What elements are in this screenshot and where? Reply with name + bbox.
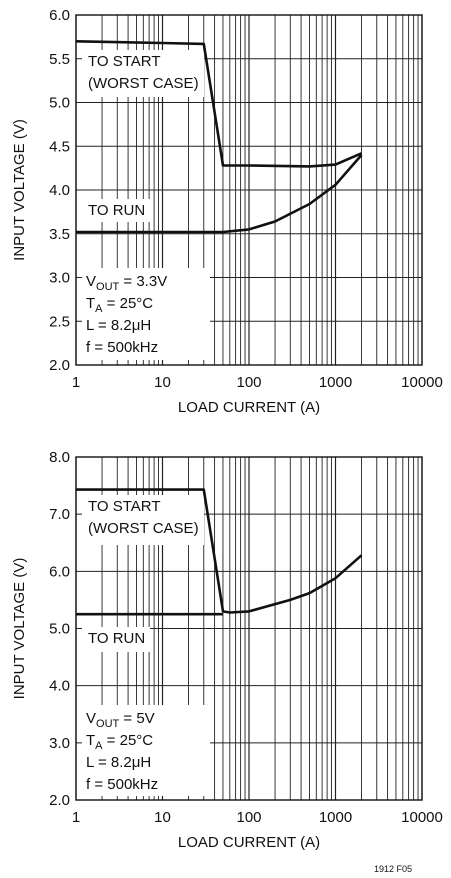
y-tick-label: 8.0: [49, 449, 70, 466]
condition-label: TA = 25°C: [86, 732, 153, 752]
condition-label: TA = 25°C: [86, 295, 153, 315]
x-tick-label: 10000: [401, 809, 443, 826]
x-tick-label: 100: [236, 809, 261, 826]
series-label-0: TO START: [88, 498, 161, 515]
x-axis-label: LOAD CURRENT (A): [178, 399, 320, 416]
series-label-1: TO RUN: [88, 202, 145, 219]
chart-top: TO START (WORST CASE) TO RUN 1 10 100 1000 1000…: [11, 7, 443, 416]
label-backdrop: [82, 495, 204, 545]
condition-label: f = 500kHz: [86, 776, 158, 793]
y-tick-label: 6.0: [49, 7, 70, 24]
x-tick-label: 1: [72, 809, 80, 826]
figure-footer: 1912 F05: [374, 864, 412, 874]
x-tick-label: 10000: [401, 374, 443, 391]
y-tick-label: 4.0: [49, 678, 70, 695]
x-tick-label: 100: [236, 374, 261, 391]
condition-label: VOUT = 5V: [86, 710, 155, 730]
y-tick-label: 5.0: [49, 95, 70, 112]
x-tick-label: 10: [154, 374, 171, 391]
series-label-1: TO RUN: [88, 630, 145, 647]
condition-label: L = 8.2μH: [86, 754, 151, 771]
label-backdrop: [82, 50, 204, 97]
x-tick-label: 1000: [319, 809, 352, 826]
x-tick-label: 1000: [319, 374, 352, 391]
y-tick-label: 2.0: [49, 357, 70, 374]
y-axis-label: INPUT VOLTAGE (V): [11, 558, 28, 700]
y-tick-label: 6.0: [49, 563, 70, 580]
annotation-backdrop: [82, 268, 210, 360]
series-label-0: TO START: [88, 53, 161, 70]
series-line-0: [75, 40, 363, 168]
series-label-0: (WORST CASE): [88, 520, 199, 537]
condition-label: f = 500kHz: [86, 339, 158, 356]
y-tick-label: 2.0: [49, 792, 70, 809]
y-tick-label: 3.5: [49, 226, 70, 243]
x-tick-label: 10: [154, 809, 171, 826]
series-label-0: (WORST CASE): [88, 75, 199, 92]
x-axis-label: LOAD CURRENT (A): [178, 834, 320, 851]
condition-label: L = 8.2μH: [86, 317, 151, 334]
label-backdrop: [82, 199, 150, 222]
x-tick-label: 1: [72, 374, 80, 391]
y-tick-label: 7.0: [49, 506, 70, 523]
plot-frame: [75, 14, 423, 366]
label-backdrop: [82, 627, 150, 652]
y-tick-label: 2.5: [49, 313, 70, 330]
y-tick-label: 5.0: [49, 621, 70, 638]
condition-label: VOUT = 3.3V: [86, 273, 167, 293]
annotation-backdrop: [82, 705, 210, 796]
y-tick-label: 4.5: [49, 138, 70, 155]
chart-bottom: TO START (WORST CASE) TO RUN 1 10 100 1000 1000…: [11, 449, 443, 851]
y-tick-label: 3.0: [49, 270, 70, 287]
series-line-1: [76, 154, 363, 234]
y-tick-label: 5.5: [49, 51, 70, 68]
y-tick-label: 3.0: [49, 735, 70, 752]
y-tick-label: 4.0: [49, 182, 70, 199]
plot-frame: [75, 456, 423, 801]
series-line-0: [76, 488, 363, 614]
y-axis-label: INPUT VOLTAGE (V): [11, 119, 28, 261]
